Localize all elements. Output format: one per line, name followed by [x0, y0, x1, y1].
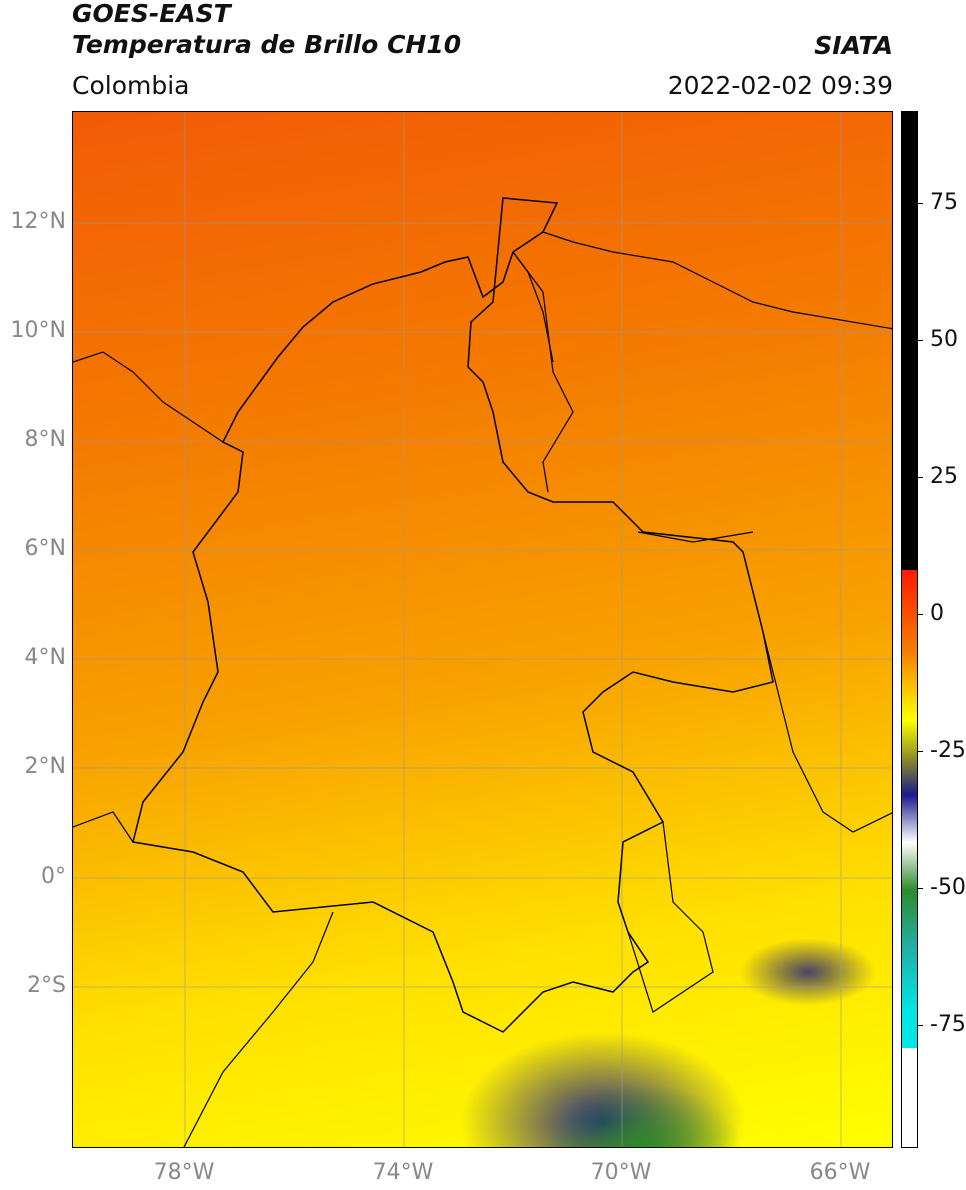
colorbar-tick-0: 0 — [930, 601, 944, 626]
neighbor-border — [512, 251, 892, 1013]
lon-label-66w: 66°W — [809, 1160, 871, 1185]
colorbar-tick-neg75: -75 — [930, 1012, 966, 1037]
lat-label-6n: 6°N — [24, 536, 66, 561]
graticule — [73, 112, 892, 1147]
region-label: Colombia — [72, 71, 190, 100]
lat-label-2n: 2°N — [24, 754, 66, 779]
lat-label-2s: 2°S — [27, 973, 66, 998]
colombia-border — [132, 197, 774, 1033]
colorbar — [901, 111, 918, 1148]
colorbar-tick-neg25: -25 — [930, 738, 966, 763]
lon-label-74w: 74°W — [372, 1160, 434, 1185]
title-line-2: Temperatura de Brillo CH10 — [72, 30, 462, 59]
organization-label: SIATA — [814, 31, 893, 60]
timestamp-label: 2022-02-02 09:39 — [667, 71, 893, 100]
colorbar-tick-75: 75 — [930, 190, 958, 215]
map-overlay — [73, 112, 892, 1147]
title-line-1: GOES-EAST — [72, 0, 231, 28]
satellite-map[interactable] — [72, 111, 893, 1148]
colorbar-tick-neg50: -50 — [930, 875, 966, 900]
coastline — [73, 231, 892, 1147]
lon-label-78w: 78°W — [153, 1160, 215, 1185]
lat-label-0: 0° — [41, 864, 66, 889]
colorbar-tick-50: 50 — [930, 327, 958, 352]
lat-label-4n: 4°N — [24, 645, 66, 670]
lon-label-70w: 70°W — [590, 1160, 652, 1185]
lat-label-10n: 10°N — [10, 318, 66, 343]
lat-label-8n: 8°N — [24, 427, 66, 452]
colorbar-tick-25: 25 — [930, 464, 958, 489]
lat-label-12n: 12°N — [10, 209, 66, 234]
